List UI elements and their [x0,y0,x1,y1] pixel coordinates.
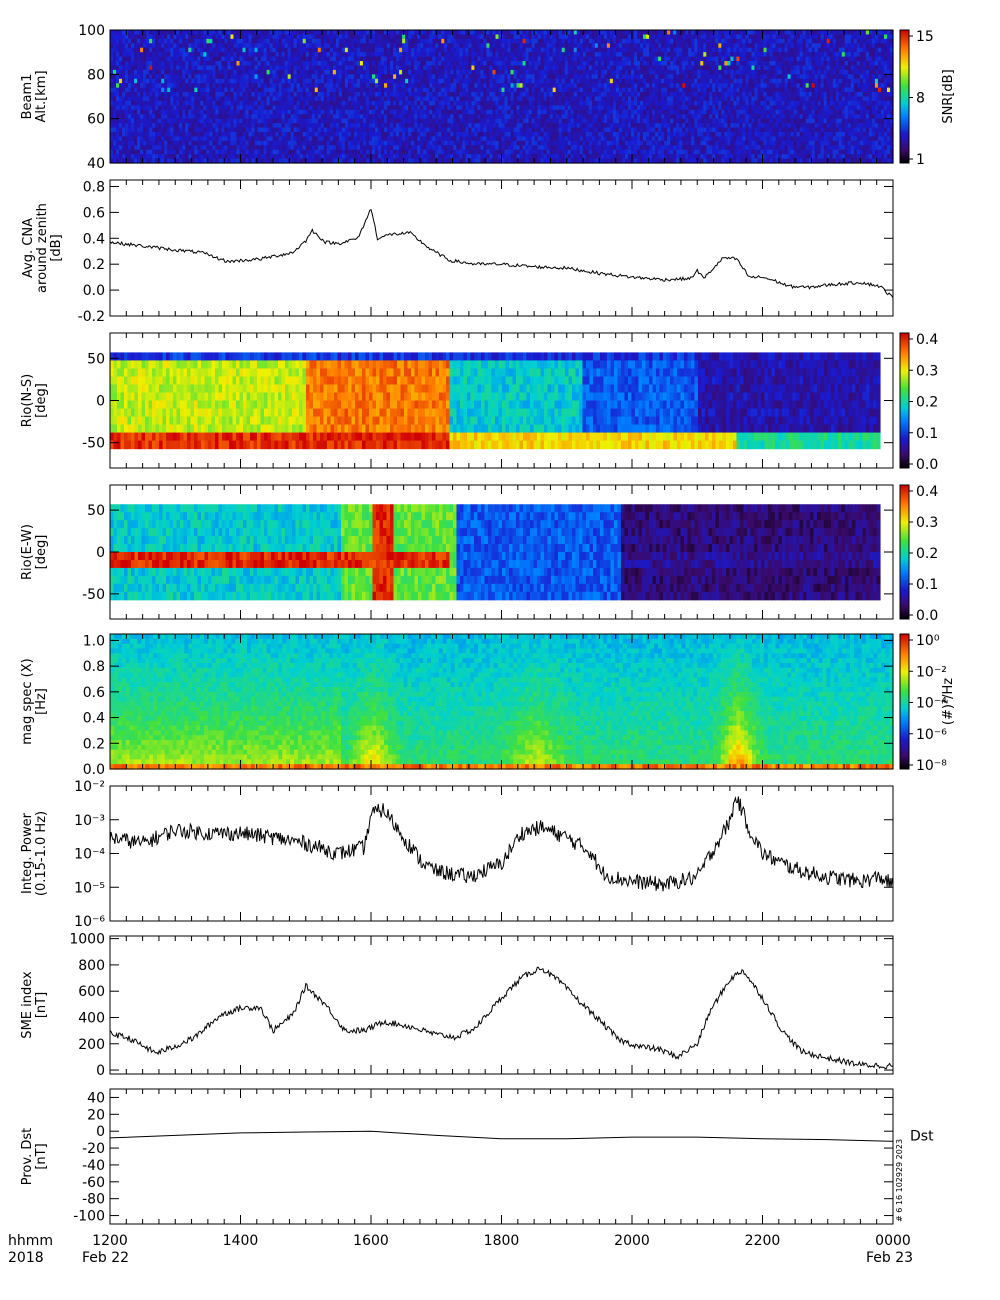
snr-heatmap-cells [110,30,894,164]
